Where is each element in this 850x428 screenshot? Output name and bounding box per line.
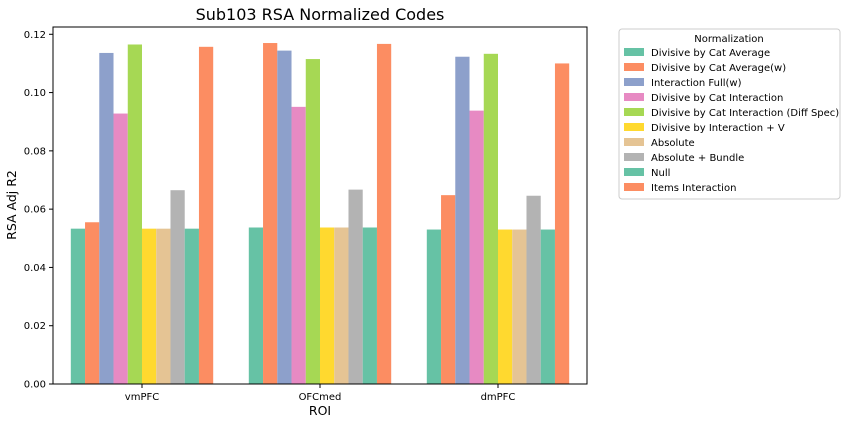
bar [184, 228, 199, 384]
legend-swatch [624, 78, 644, 86]
legend-title: Normalization [694, 34, 764, 45]
legend-label: Interaction Full(w) [651, 78, 742, 89]
legend-swatch [624, 183, 644, 191]
bar [305, 59, 320, 385]
legend-label: Divisive by Cat Interaction [651, 93, 783, 104]
legend-swatch [624, 138, 644, 146]
bar [348, 189, 363, 384]
bar [554, 63, 570, 385]
legend-swatch [624, 168, 644, 176]
legend-swatch [624, 63, 644, 71]
legend-box [618, 28, 841, 200]
legend-swatch [624, 153, 644, 161]
bar [512, 229, 527, 384]
bar [99, 52, 114, 384]
bar [70, 228, 86, 384]
legend-label: Absolute + Bundle [651, 153, 744, 164]
legend-label: Items Interaction [651, 183, 736, 194]
bar [526, 195, 541, 384]
bar [441, 195, 456, 384]
legend-label: Null [651, 168, 670, 179]
legend-swatch [624, 48, 644, 56]
bar [334, 227, 349, 384]
bar [170, 190, 185, 384]
legend-label: Divisive by Cat Average(w) [651, 63, 786, 74]
bar [320, 227, 335, 384]
legend-swatch [624, 108, 644, 116]
bar [277, 50, 292, 385]
bar [483, 53, 498, 385]
y-tick-label: 0.12 [24, 30, 46, 41]
bar [469, 110, 484, 384]
y-tick-label: 0.02 [24, 321, 46, 332]
legend: Normalization Divisive by Cat AverageDiv… [618, 28, 841, 200]
y-axis: 0.00 0.02 0.04 0.06 0.08 0.10 0.12 [24, 30, 53, 391]
y-tick-label: 0.00 [24, 380, 46, 391]
legend-label: Absolute [651, 138, 695, 149]
bar [248, 227, 264, 384]
bar [362, 227, 377, 384]
legend-label: Divisive by Interaction + V [651, 123, 785, 134]
legend-label: Divisive by Cat Interaction (Diff Spec) [651, 108, 839, 119]
bar [291, 106, 306, 384]
y-tick-label: 0.04 [24, 263, 46, 274]
bar [156, 228, 171, 384]
bar [376, 43, 392, 385]
y-tick-label: 0.08 [24, 146, 46, 157]
bar [498, 229, 513, 384]
x-axis-label: ROI [309, 403, 331, 418]
bar [127, 44, 142, 385]
bar [113, 113, 128, 385]
x-tick-label: OFCmed [299, 392, 342, 403]
legend-label: Divisive by Cat Average [651, 48, 770, 59]
bar [85, 222, 100, 384]
x-tick-label: dmPFC [481, 392, 516, 403]
x-tick-label: vmPFC [125, 392, 159, 403]
bar [455, 56, 470, 384]
y-tick-label: 0.10 [24, 88, 46, 99]
legend-items: Divisive by Cat Average Divisive by Cat A… [624, 48, 839, 194]
y-tick-label: 0.06 [24, 205, 46, 216]
bar [263, 43, 278, 384]
legend-swatch [624, 123, 644, 131]
bar [142, 228, 157, 384]
chart-title: Sub103 RSA Normalized Codes [196, 5, 445, 24]
x-axis: vmPFC OFCmed dmPFC [125, 384, 516, 403]
bars-group [70, 43, 570, 385]
legend-swatch [624, 93, 644, 101]
bar [540, 229, 555, 384]
bar [198, 46, 214, 384]
bar [426, 229, 442, 384]
y-axis-label: RSA Adj R2 [4, 170, 19, 240]
